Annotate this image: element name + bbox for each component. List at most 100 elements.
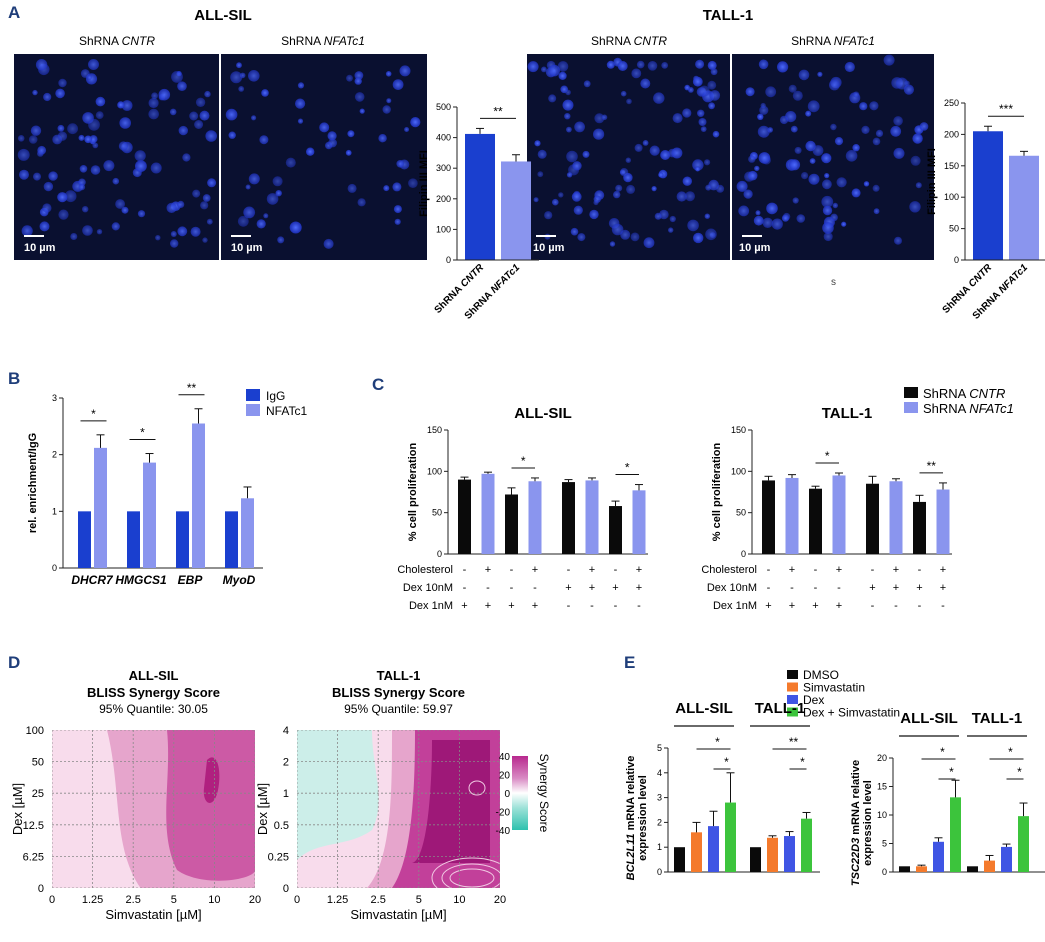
condition-mark: + — [836, 564, 842, 576]
cell-nucleus — [682, 108, 692, 118]
cell-nucleus — [832, 202, 838, 209]
bar — [725, 802, 736, 872]
cell-nucleus — [606, 60, 615, 69]
cell-nucleus — [202, 237, 208, 243]
cell-nucleus — [562, 99, 574, 111]
cell-nucleus — [625, 157, 631, 163]
bar — [899, 866, 910, 872]
cell-nucleus — [852, 144, 860, 152]
cell-nucleus — [566, 172, 573, 178]
condition-mark: + — [765, 600, 771, 612]
condition-mark: - — [486, 582, 490, 594]
cell-nucleus — [207, 178, 217, 188]
y-tick-label: 100 — [944, 192, 959, 202]
condition-mark: + — [461, 600, 467, 612]
x-tick-label: 20 — [249, 894, 261, 906]
cell-nucleus — [195, 97, 206, 108]
cell-nucleus — [830, 123, 837, 131]
cell-nucleus — [851, 188, 861, 198]
bar — [767, 837, 778, 872]
cell-nucleus — [177, 81, 187, 91]
cell-nucleus — [817, 71, 823, 77]
condition-mark: - — [871, 600, 875, 612]
cell-nucleus — [117, 101, 125, 109]
cell-nucleus — [593, 128, 605, 140]
cell-nucleus — [620, 229, 631, 240]
condition-mark: - — [918, 564, 922, 576]
bar-nfatc1 — [192, 423, 205, 568]
bar — [889, 481, 903, 554]
condition-label: Cholesterol — [701, 564, 757, 576]
cell-nucleus — [58, 78, 67, 88]
cell-nucleus — [558, 71, 567, 80]
x-tick-label: DHCR7 — [71, 573, 114, 587]
cell-nucleus — [836, 177, 847, 188]
condition-mark: - — [894, 600, 898, 612]
cell-nucleus — [630, 232, 640, 242]
cell-nucleus — [385, 71, 392, 77]
x-tick-label: HMGCS1 — [115, 573, 167, 587]
cell-nucleus — [777, 61, 789, 73]
cell-nucleus — [323, 238, 334, 249]
cell-nucleus — [319, 122, 330, 133]
cell-nucleus — [822, 222, 834, 234]
y-tick-label: 150 — [944, 161, 959, 171]
condition-mark: - — [767, 582, 771, 594]
condition-mark: - — [463, 582, 467, 594]
cell-nucleus — [200, 201, 209, 210]
y-axis-label: Dex [µM] — [255, 783, 270, 835]
y-axis-label: BCL2L11 mRNA relative — [625, 756, 637, 881]
y-tick-label: 4 — [283, 725, 289, 737]
cell-nucleus — [801, 172, 809, 180]
significance-mark: ** — [927, 459, 937, 473]
cell-nucleus — [743, 189, 753, 199]
cell-nucleus — [823, 232, 833, 242]
cell-nucleus — [297, 118, 304, 124]
bar — [528, 481, 542, 554]
cell-nucleus — [548, 94, 557, 103]
cell-nucleus — [794, 146, 802, 154]
cell-nucleus — [251, 115, 257, 121]
legend-label: Dex + Simvastatin — [803, 706, 900, 720]
cell-nucleus — [869, 101, 879, 111]
micrograph-tall1-nfatc1: 10 µm — [732, 54, 934, 260]
cell-nucleus — [228, 131, 236, 139]
cell-nucleus — [112, 177, 120, 185]
colorbar-label: Synergy Score — [537, 754, 551, 833]
bar — [809, 488, 822, 554]
cell-nucleus — [762, 217, 773, 228]
cell-nucleus — [654, 212, 662, 220]
bar-igg — [127, 511, 140, 568]
significance-mark: * — [1017, 765, 1022, 779]
colorbar-tick: 40 — [499, 752, 511, 763]
cell-nucleus — [248, 173, 260, 185]
cell-nucleus — [626, 184, 636, 194]
cell-nucleus — [710, 68, 718, 76]
significance-mark: * — [949, 765, 954, 779]
cell-nucleus — [537, 171, 544, 178]
cell-nucleus — [238, 86, 245, 92]
cell-nucleus — [676, 191, 687, 202]
condition-mark: + — [485, 600, 491, 612]
cell-nucleus — [289, 221, 302, 234]
cell-nucleus — [88, 118, 100, 131]
y-axis-label: expression level — [637, 775, 649, 861]
legend-swatch — [787, 682, 798, 692]
cell-nucleus — [178, 125, 188, 136]
cell-nucleus — [753, 215, 764, 226]
panel-letter-d: D — [8, 653, 20, 672]
cell-nucleus — [410, 117, 421, 128]
cell-nucleus — [822, 179, 832, 190]
y-tick-label: 2 — [283, 757, 289, 769]
condition-mark: - — [614, 600, 618, 612]
cell-nucleus — [708, 102, 715, 110]
bar — [801, 818, 812, 872]
y-tick-label: 10 — [877, 810, 887, 820]
legend-swatch-igg — [246, 389, 260, 401]
panel-a-left-title: ALL-SIL — [194, 7, 252, 24]
cell-nucleus — [574, 121, 585, 133]
cell-nucleus — [789, 159, 801, 171]
condition-mark: - — [790, 582, 794, 594]
condition-mark: - — [941, 600, 945, 612]
bar — [585, 480, 599, 554]
